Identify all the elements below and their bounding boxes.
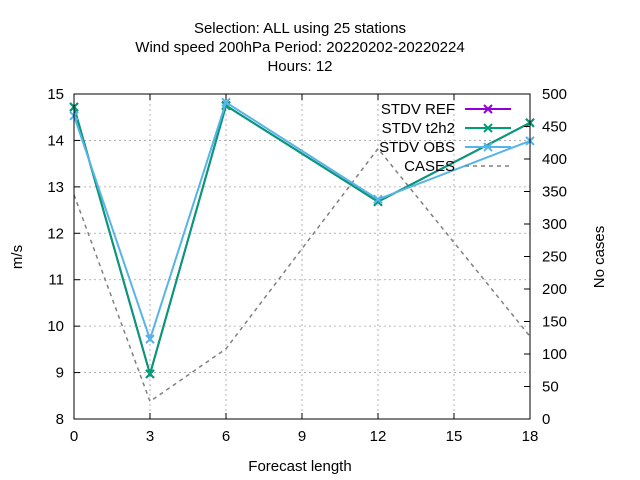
series-line [73, 147, 531, 403]
axis-ticks: 0 3 6 9 12 15 18891011121314150501001502002503… [47, 86, 567, 445]
y-tick-label: 9 [56, 365, 64, 382]
y2-tick-label: 400 [542, 151, 567, 168]
y2-tick-label: 500 [542, 86, 567, 103]
grid [74, 94, 530, 419]
y2-tick-label: 200 [542, 281, 567, 298]
y2-tick-label: 150 [542, 314, 567, 331]
y2-axis-label: No cases [591, 226, 608, 289]
y-tick-label: 12 [47, 225, 64, 242]
title-line-2: Wind speed 200hPa Period: 20220202-20220… [135, 39, 464, 56]
y-tick-label: 15 [47, 86, 64, 103]
x-tick-label: 9 [298, 428, 306, 445]
y-axis-label: m/s [9, 245, 26, 269]
y-tick-label: 14 [47, 132, 64, 149]
legend-label: CASES [404, 158, 455, 175]
y-tick-label: 11 [48, 272, 64, 289]
title-line-3: Hours: 12 [267, 58, 332, 75]
y-tick-label: 8 [56, 411, 64, 428]
y2-tick-label: 450 [542, 119, 567, 136]
x-tick-label: 15 [446, 428, 463, 445]
y-tick-label: 10 [47, 318, 64, 335]
y2-tick-label: 50 [542, 379, 559, 396]
y2-tick-label: 300 [542, 216, 567, 233]
legend-label: STDV t2h2 [382, 120, 455, 137]
legend-label: STDV OBS [379, 139, 455, 156]
x-tick-label: 6 [222, 428, 230, 445]
data-point [483, 142, 493, 152]
data-point [483, 104, 493, 114]
x-axis-label: Forecast length [248, 458, 351, 475]
x-tick-label: 18 [522, 428, 539, 445]
data-point [483, 123, 493, 133]
x-tick-label: 0 [70, 428, 78, 445]
data-point [221, 97, 231, 108]
y-tick-label: 13 [47, 179, 64, 196]
y2-tick-label: 0 [542, 411, 550, 428]
data-point [373, 194, 383, 205]
x-tick-label: 3 [146, 428, 154, 445]
legend-label: STDV REF [381, 101, 455, 118]
data-point [145, 369, 155, 379]
y2-tick-label: 350 [542, 184, 567, 201]
data-point [145, 334, 155, 344]
y2-tick-label: 100 [542, 346, 567, 363]
title-line-1: Selection: ALL using 25 stations [194, 20, 406, 37]
legend: STDV REF STDV t2h2 STDV OBS CASES [379, 101, 511, 175]
chart-title: Selection: ALL using 25 stations Wind sp… [135, 20, 464, 75]
x-tick-label: 12 [370, 428, 387, 445]
y2-tick-label: 250 [542, 249, 567, 266]
